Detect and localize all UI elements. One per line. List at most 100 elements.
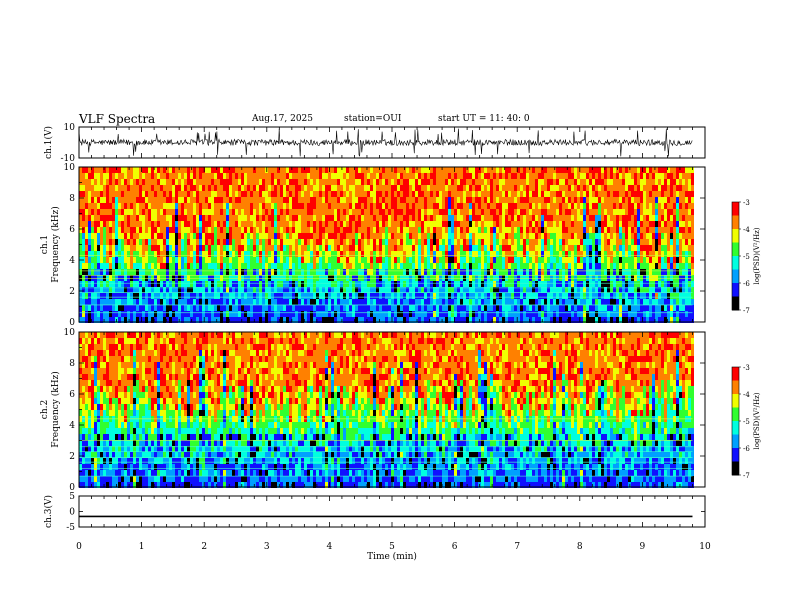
ch1-spectrogram-cell [424,305,427,311]
ch1-spectrogram-cell [562,269,565,275]
ch1-spectrogram-cell [226,209,229,215]
ch1-spectrogram-cell [544,299,547,305]
ch1-spectrogram-cell [463,185,466,191]
ch1-spectrogram-cell [211,185,214,191]
ch1-spectrogram-cell [85,251,88,257]
ch1-spectrogram-cell [103,209,106,215]
ch1-spectrogram-cell [445,299,448,305]
ch1-spectrogram-cell [574,167,577,173]
ch1-spectrogram-column [427,167,430,323]
ch1-spectrogram-cell [616,191,619,197]
ch1-spectrogram-cell [184,197,187,203]
ch1-spectrogram-cell [190,263,193,269]
ch1-spectrogram-cell [502,209,505,215]
ch1-spectrogram-cell [268,221,271,227]
ch1-waveform-trace [78,128,693,157]
ch1-spectrogram-cell [580,221,583,227]
ch1-spectrogram-cell [253,179,256,185]
ch1-spectrogram-cell [286,203,289,209]
ch1-spectrogram-cell [217,215,220,221]
ch1-spectrogram-cell [97,167,100,173]
ch1-spectrogram-cell [178,257,181,263]
ch1-spectrogram-column [460,167,463,323]
ch1-spectrogram-cell [295,221,298,227]
ch1-spectrogram-cell [79,185,82,191]
ch1-spectrogram-cell [487,197,490,203]
ch1-spectrogram-cell [448,293,451,299]
ch1-spectrogram-cell [307,257,310,263]
ch1-spectrogram-cell [424,299,427,305]
ch1-spectrogram-cell [202,185,205,191]
ch1-spectrogram-cell [457,263,460,269]
ch1-spectrogram-cell [412,167,415,173]
ch1-spectrogram-cell [475,173,478,179]
ch1-spectrogram-cell [421,209,424,215]
ch1-spectrogram-cell [283,185,286,191]
ch1-spectrogram-cell [499,275,502,281]
ch1-spectrogram-cell [223,275,226,281]
ch1-spectrogram-cell [268,311,271,317]
ch1-spectrogram-cell [514,239,517,245]
ch1-spectrogram-cell [466,209,469,215]
ch1-spectrogram-cell [337,203,340,209]
ch1-spectrogram-cell [241,185,244,191]
ch1-spectrogram-cell [520,185,523,191]
ch1-spectrogram-cell [196,251,199,257]
ch1-spectrogram-cell [460,245,463,251]
ch1-spectrogram-cell [490,287,493,293]
ch1-spectrogram-cell [592,287,595,293]
ch1-spectrogram-cell [604,173,607,179]
ch1-spectrogram-cell [160,173,163,179]
ch1-spectrogram-cell [235,185,238,191]
ch1-spectrogram-cell [523,269,526,275]
ch1-spectrogram-cell [247,263,250,269]
ch1-spectrogram-cell [151,173,154,179]
ch1-spectrogram-cell [445,281,448,287]
ch1-spectrogram-cell [466,197,469,203]
ch1-spectrogram-cell [304,317,307,323]
ch1-spectrogram-cell [118,269,121,275]
ch1-spectrogram-cell [607,263,610,269]
ch1-spectrogram-cell [487,185,490,191]
ch1-spectrogram-cell [493,281,496,287]
ch1-spectrogram-cell [214,215,217,221]
ch1-spectrogram-cell [460,167,463,173]
ch1-spectrogram-cell [460,251,463,257]
ch1-spectrogram-cell [487,275,490,281]
ch1-spectrogram-cell [532,167,535,173]
ch1-spectrogram-column [595,167,598,323]
ch1-spectrogram-cell [361,299,364,305]
ch1-spectrogram-cell [157,263,160,269]
ch1-spectrogram-cell [238,251,241,257]
ch1-spectrogram-cell [334,167,337,173]
ch1-spectrogram-cell [85,167,88,173]
ch1-spectrogram-cell [595,281,598,287]
ch1-spectrogram-cell [220,173,223,179]
ch1-spectrogram-cell [586,215,589,221]
ch1-spectrogram-cell [265,245,268,251]
ch1-spectrogram-cell [394,197,397,203]
ch1-spectrogram-cell [121,299,124,305]
ch1-spectrogram-cell [106,185,109,191]
ch1-spectrogram-cell [601,179,604,185]
ch1-spectrogram-cell [208,221,211,227]
ch1-spectrogram-cell [580,245,583,251]
ch1-spectrogram-cell [85,305,88,311]
ch1-spectrogram-cell [559,269,562,275]
ch1-spectrogram-cell [322,263,325,269]
ch1-spectrogram-cell [547,257,550,263]
ch1-spectrogram-cell [553,233,556,239]
ch1-spectrogram-cell [334,311,337,317]
ch1-spectrogram-cell [232,311,235,317]
ch1-spectrogram-cell [385,191,388,197]
ch1-spectrogram-cell [142,269,145,275]
ch1-spectrogram-cell [520,209,523,215]
ch1-spectrogram-cell [142,251,145,257]
ch1-spectrogram-cell [253,275,256,281]
ch1-spectrogram-cell [604,185,607,191]
ch1-spectrogram-cell [268,197,271,203]
ch1-spectrogram-cell [463,227,466,233]
ch1-spectrogram-cell [181,257,184,263]
ch1-spectrogram-cell [118,257,121,263]
ch1-spectrogram-cell [310,275,313,281]
